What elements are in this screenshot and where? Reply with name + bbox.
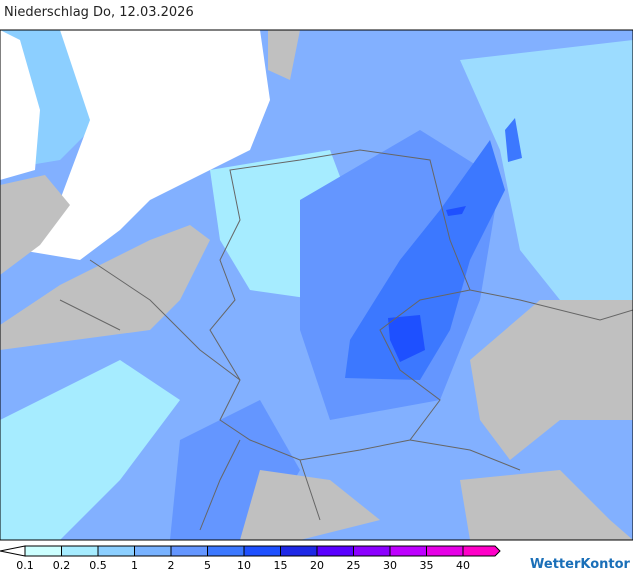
legend-swatch — [280, 545, 318, 557]
legend-swatch — [24, 545, 62, 557]
legend-swatch — [389, 545, 427, 557]
legend-label: 40 — [456, 559, 470, 572]
legend-swatch — [61, 545, 99, 557]
precip-area — [345, 140, 505, 380]
map-frame — [0, 29, 633, 541]
land — [268, 30, 300, 80]
legend: 0.1 0.2 0.5 1 2 5 10 15 20 25 30 35 40 — [0, 545, 501, 572]
legend-label: 35 — [420, 559, 434, 572]
legend-label: 0.2 — [53, 559, 71, 572]
map-title: Niederschlag Do, 12.03.2026 — [4, 5, 194, 20]
land — [0, 175, 70, 275]
borders — [59, 149, 633, 531]
legend-label: 0.1 — [16, 559, 34, 572]
legend-swatch — [353, 545, 391, 557]
precip-area — [0, 360, 180, 540]
precip-area — [446, 206, 466, 216]
legend-swatch — [134, 545, 172, 557]
legend-label: 20 — [310, 559, 324, 572]
legend-label: 2 — [168, 559, 175, 572]
legend-swatch — [462, 545, 501, 557]
precip-area — [460, 40, 633, 320]
legend-label: 10 — [237, 559, 251, 572]
legend-label: 1 — [131, 559, 138, 572]
land — [460, 470, 633, 540]
legend-label: 25 — [347, 559, 361, 572]
land — [470, 300, 633, 460]
precip-area — [388, 315, 425, 362]
legend-swatch — [316, 545, 354, 557]
precip-area — [505, 118, 522, 162]
legend-swatch — [97, 545, 135, 557]
legend-swatch — [207, 545, 245, 557]
map-area — [0, 29, 633, 541]
land — [240, 470, 380, 540]
legend-label: 30 — [383, 559, 397, 572]
legend-label: 5 — [204, 559, 211, 572]
legend-arrow-left — [0, 545, 26, 557]
land — [0, 225, 210, 350]
brand-logo: WetterKontor — [530, 557, 631, 572]
legend-swatch — [426, 545, 464, 557]
legend-swatch — [170, 545, 208, 557]
legend-label: 0.5 — [89, 559, 107, 572]
legend-swatch — [243, 545, 281, 557]
legend-label: 15 — [274, 559, 288, 572]
